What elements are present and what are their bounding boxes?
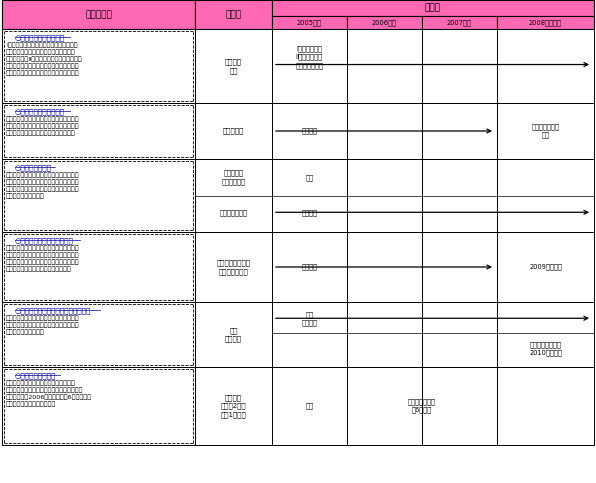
Bar — [272, 16, 347, 29]
Bar — [347, 367, 422, 445]
Bar — [272, 103, 347, 159]
Bar — [422, 232, 497, 302]
Bar — [195, 302, 272, 367]
Text: 最も効果の大きい産業道路（産業道路駅～
小島新田駅間）を優先的に立体化する段階
的整備を推進します。: 最も効果の大きい産業道路（産業道路駅～ 小島新田駅間）を優先的に立体化する段階 … — [6, 315, 80, 335]
Bar — [195, 367, 272, 445]
Bar — [422, 367, 497, 445]
Bar — [497, 103, 594, 159]
Bar — [2, 0, 195, 29]
Bar — [497, 367, 594, 445]
Bar — [2, 29, 195, 103]
Text: その他路線工区: その他路線工区 — [219, 209, 247, 215]
Bar — [195, 159, 272, 232]
Bar — [497, 16, 594, 29]
Text: 原町川崎停車場線
（南渡田工区）: 原町川崎停車場線 （南渡田工区） — [216, 259, 250, 275]
Text: Ⅰ期の整備促進
Ⅱ期のルート・
構造等の見直し: Ⅰ期の整備促進 Ⅱ期のルート・ 構造等の見直し — [296, 46, 324, 69]
Bar — [272, 367, 347, 445]
Bar — [422, 103, 497, 159]
Bar — [422, 16, 497, 29]
Bar — [272, 159, 347, 232]
Bar — [195, 29, 272, 103]
Bar — [347, 29, 422, 103]
Text: 事業化に向けた
取組: 事業化に向けた 取組 — [532, 124, 560, 138]
Bar — [497, 29, 594, 103]
Bar — [497, 302, 594, 367]
Text: 暫定供用
（上り2車線
下り1車線）: 暫定供用 （上り2車線 下り1車線） — [221, 394, 246, 418]
Text: 事　業　名: 事 業 名 — [85, 10, 112, 19]
Text: 完成・全面供用
（6車線）: 完成・全面供用 （6車線） — [408, 398, 436, 413]
Text: ○　京浜急行大師線連続立体交差事業: ○ 京浜急行大師線連続立体交差事業 — [15, 307, 91, 313]
Text: 2007年度: 2007年度 — [447, 19, 472, 26]
Bar — [195, 0, 272, 29]
Bar — [195, 103, 272, 159]
Text: 2009年度完成: 2009年度完成 — [529, 264, 562, 270]
Bar — [272, 302, 347, 367]
Bar — [2, 103, 195, 159]
Text: 継続実施: 継続実施 — [302, 128, 318, 134]
Bar — [347, 232, 422, 302]
Bar — [422, 159, 497, 232]
Text: ○　街路整備事業: ○ 街路整備事業 — [15, 164, 52, 170]
Text: 産業道路の立体化
2010年度完成: 産業道路の立体化 2010年度完成 — [529, 341, 562, 356]
Bar — [422, 302, 497, 367]
Text: 整備: 整備 — [306, 403, 313, 409]
Text: 臨海部再編整備の動向を踏まえ、東海道貨
物支線貨客併用化や、川崎アプローチ線な
どの整備に向けた調査等を実施します。: 臨海部再編整備の動向を踏まえ、東海道貨 物支線貨客併用化や、川崎アプローチ線な … — [6, 116, 80, 136]
Text: 円滑な都市交通の確保はもとより、安全で
快適な都市生活と機能的な都市活動を支え
る重要な都市基盤施設である都市計画道路
の整備を推進します。: 円滑な都市交通の確保はもとより、安全で 快適な都市生活と機能的な都市活動を支え … — [6, 172, 80, 199]
Text: 調査・検計: 調査・検計 — [223, 128, 244, 134]
Bar — [422, 29, 497, 103]
Bar — [2, 302, 195, 367]
Text: 目　標: 目 標 — [425, 3, 441, 13]
Text: 臨海部の主要幹線道路である産業道路の
ボトルネックとなっている大師橋の渋滞緩和
を図るため、2006年度の完成（6車線供用）
に向けて事業を推進します。: 臨海部の主要幹線道路である産業道路の ボトルネックとなっている大師橋の渋滞緩和 … — [6, 380, 92, 407]
Bar — [497, 159, 594, 232]
Text: 2005年度: 2005年度 — [297, 19, 322, 26]
Text: 整備推進: 整備推進 — [302, 209, 318, 215]
Bar — [2, 232, 195, 302]
Bar — [272, 232, 347, 302]
Text: ○　大師橋整備事業: ○ 大師橋整備事業 — [15, 372, 57, 379]
Text: ○　道路改良事業（国県道）: ○ 道路改良事業（国県道） — [15, 237, 74, 243]
Bar — [2, 367, 195, 445]
Bar — [272, 0, 594, 16]
Bar — [497, 232, 594, 302]
Text: 現　状: 現 状 — [225, 10, 241, 19]
Bar — [272, 29, 347, 103]
Bar — [2, 159, 195, 232]
Text: 設計
用地取得: 設計 用地取得 — [225, 327, 242, 342]
Text: ○　臨海部鉄道活用調査: ○ 臨海部鉄道活用調査 — [15, 108, 65, 114]
Bar — [347, 16, 422, 29]
Text: 円滑な都市交通の確保はもとより、安全で
快適な都市生活と機能的な都市活動を支え
るために、本市が管理する国道、主要地方
道及び一般県道の整備を推進します。: 円滑な都市交通の確保はもとより、安全で 快適な都市生活と機能的な都市活動を支え … — [6, 245, 80, 272]
Bar — [347, 103, 422, 159]
Text: 完成: 完成 — [306, 174, 313, 181]
Text: 2008年度以降: 2008年度以降 — [529, 19, 562, 26]
Text: Ⅰ期の整備を促進し、本市の都市機能の強
化や首都圏の広域道路網の形成を推進す
るとともに、Ⅱ期については、将来の高速道
路ネットワーク形成の動向等を見定めなが
: Ⅰ期の整備を促進し、本市の都市機能の強 化や首都圏の広域道路網の形成を推進す る… — [6, 42, 83, 76]
Bar — [347, 159, 422, 232]
Bar — [195, 232, 272, 302]
Bar — [347, 302, 422, 367]
Text: 2006年度: 2006年度 — [372, 19, 397, 26]
Text: 整備
用地取得: 整備 用地取得 — [302, 311, 318, 326]
Text: ○　川崎縦貫道路の整備: ○ 川崎縦貫道路の整備 — [15, 34, 65, 41]
Text: 一部供用
整備: 一部供用 整備 — [225, 58, 242, 73]
Text: 整備推進: 整備推進 — [302, 264, 318, 270]
Text: 池田浅田線
（小田工区）: 池田浅田線 （小田工区） — [222, 170, 246, 185]
